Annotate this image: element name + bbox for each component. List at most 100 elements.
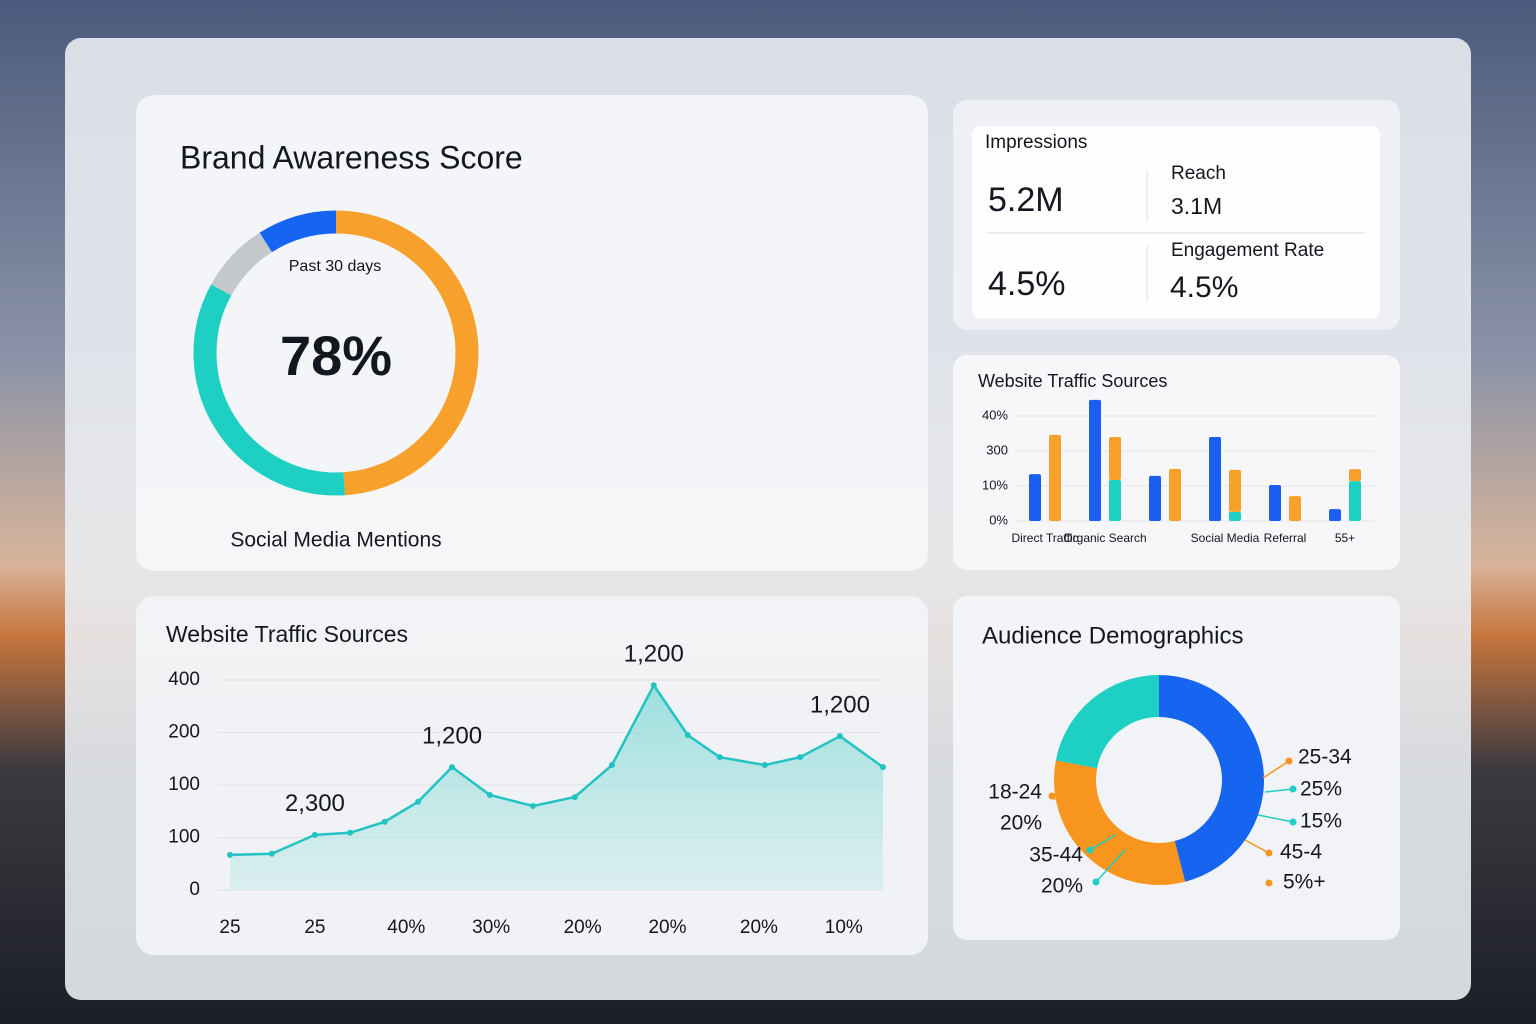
bar (1109, 480, 1121, 521)
kpi-value: 3.1M (1171, 193, 1222, 219)
leader-line (1262, 760, 1290, 779)
point (347, 829, 354, 836)
point (449, 764, 456, 771)
donut-label: 45-4 (1280, 841, 1322, 864)
x-tick-label: Social Media (1191, 531, 1260, 545)
bar (1029, 474, 1041, 521)
demographics-card (953, 596, 1400, 940)
leader-dot (1289, 785, 1297, 793)
y-tick-label: 400 (168, 669, 200, 690)
point (880, 764, 886, 771)
y-tick-label: 40% (982, 407, 1008, 422)
point (486, 791, 493, 798)
kpi-value: 4.5% (1170, 271, 1238, 304)
chart-title: Website Traffic Sources (166, 621, 408, 647)
donut-segment (1055, 675, 1160, 769)
y-tick-label: 300 (986, 442, 1008, 457)
x-tick-label: 40% (387, 917, 425, 938)
point (761, 762, 768, 769)
leader-dot (1048, 792, 1056, 800)
donut-label: 25% (1300, 778, 1342, 801)
y-tick-label: 200 (168, 722, 200, 743)
x-tick-label: 20% (564, 917, 602, 938)
point (716, 754, 723, 761)
point (609, 762, 616, 769)
y-tick-label: 100 (168, 774, 200, 795)
x-tick-label: 20% (740, 917, 778, 938)
x-tick-label: 10% (825, 917, 863, 938)
leader-line (1244, 839, 1270, 854)
bar (1349, 469, 1361, 482)
x-tick-label: 25 (304, 917, 325, 938)
annotation: 1,200 (810, 692, 870, 719)
area (230, 685, 883, 890)
donut-label: 20% (1000, 812, 1042, 835)
kpi-value: 5.2M (988, 181, 1064, 219)
bar (1229, 469, 1241, 512)
donut-label: 25-34 (1298, 746, 1352, 769)
leader-dot (1086, 846, 1094, 854)
kpi-value: 4.5% (988, 265, 1066, 303)
bar (1329, 509, 1341, 521)
leader-line (1257, 814, 1294, 823)
leader-line (1089, 834, 1116, 851)
point (684, 732, 691, 739)
x-tick-label: Organic Search (1063, 531, 1146, 545)
x-tick-label: Referral (1264, 531, 1307, 545)
point (571, 794, 578, 801)
point (797, 754, 804, 761)
donut-label: 20% (1041, 875, 1083, 898)
bar (1229, 511, 1241, 521)
chart-title: Brand Awareness Score (180, 139, 523, 175)
kpi-label: Engagement Rate (1171, 240, 1324, 261)
kpi-label: Impressions (985, 132, 1087, 153)
annotation: 1,200 (624, 641, 684, 668)
point (836, 733, 843, 740)
bar (1269, 484, 1281, 521)
donut-segment (335, 210, 479, 496)
kpi-label: Reach (1171, 163, 1226, 184)
kpi-card (972, 126, 1380, 318)
point (381, 818, 388, 825)
leader-dot (1092, 878, 1100, 886)
x-tick-label: 30% (472, 917, 510, 938)
bar (1169, 468, 1181, 521)
y-tick-label: 0 (189, 879, 200, 900)
x-tick-label: 25 (219, 917, 240, 938)
bar (1209, 437, 1221, 521)
leader-dot (1285, 757, 1293, 765)
bar (1109, 437, 1121, 481)
bar (1349, 481, 1361, 521)
donut-segment (1158, 675, 1264, 882)
donut-label: 5%+ (1283, 871, 1326, 894)
point (529, 803, 536, 809)
donut-segment (259, 210, 337, 253)
point (415, 798, 422, 805)
donut-label: 15% (1300, 810, 1342, 833)
donut-center: 78% (280, 324, 392, 387)
point (650, 682, 657, 689)
y-tick-label: 100 (168, 827, 200, 848)
x-tick-label: Direct Traffic (1011, 531, 1078, 545)
leader-line (1264, 788, 1294, 793)
leader-dot (1265, 849, 1273, 857)
leader-line (1095, 849, 1126, 883)
bar (1289, 496, 1301, 521)
y-tick-label: 10% (982, 477, 1008, 492)
point (311, 831, 318, 838)
point (268, 850, 275, 857)
bar-card (953, 355, 1400, 570)
donut-subtitle: Past 30 days (289, 258, 382, 275)
chart-title: Website Traffic Sources (978, 371, 1167, 391)
donut-label: 18-24 (988, 781, 1042, 804)
point (227, 851, 233, 858)
donut-segment (1054, 760, 1186, 885)
donut-caption: Social Media Mentions (230, 529, 441, 552)
y-tick-label: 0% (989, 512, 1008, 527)
bar (1049, 434, 1061, 521)
x-tick-label: 20% (648, 917, 686, 938)
donut-segment (193, 284, 345, 496)
bar (1149, 475, 1161, 521)
donut-segment (211, 232, 273, 296)
